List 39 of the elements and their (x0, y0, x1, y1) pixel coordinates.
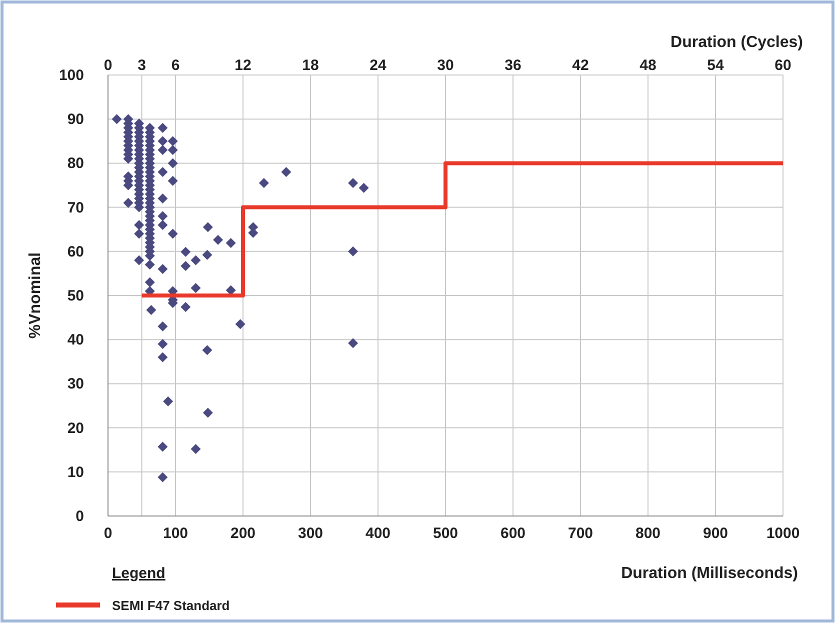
y-tick-label: 100 (58, 67, 84, 84)
y-tick-label: 50 (67, 288, 84, 304)
x-axis-title: Duration (Milliseconds) (621, 565, 798, 582)
x-tick-label: 900 (702, 525, 728, 542)
x-tick-label: 400 (365, 525, 391, 542)
x-tick-label: 800 (635, 525, 661, 542)
x2-tick-label: 0 (104, 57, 112, 74)
legend-title: Legend (112, 565, 166, 582)
x2-tick-label: 36 (504, 57, 522, 74)
x2-tick-label: 3 (138, 57, 146, 74)
x2-tick-label: 54 (707, 57, 724, 74)
x-tick-label: 0 (104, 525, 112, 542)
y-tick-label: 60 (67, 243, 84, 260)
x2-axis-title: Duration (Cycles) (670, 34, 803, 51)
y-axis-title: %Vnominal (27, 252, 44, 339)
legend-label: SEMI F47 Standard (112, 598, 230, 613)
x2-tick-label: 24 (370, 57, 387, 74)
x2-tick-label: 30 (437, 57, 454, 74)
x2-tick-label: 42 (572, 57, 589, 74)
y-tick-label: 30 (67, 376, 84, 393)
y-tick-label: 10 (67, 464, 84, 481)
x-tick-label: 200 (230, 525, 256, 542)
x-tick-label: 300 (298, 525, 324, 542)
x2-tick-label: 60 (774, 57, 792, 74)
x-tick-label: 600 (500, 525, 526, 542)
y-tick-label: 40 (67, 332, 84, 349)
x-tick-label: 100 (162, 525, 188, 542)
x2-tick-label: 12 (234, 57, 252, 74)
y-tick-label: 90 (67, 111, 84, 128)
x2-tick-label: 18 (302, 57, 319, 74)
y-tick-label: 80 (67, 155, 84, 172)
x-tick-label: 500 (432, 525, 458, 542)
y-tick-label: 70 (67, 199, 84, 216)
y-tick-label: 20 (67, 420, 84, 437)
y-tick-label: 0 (76, 508, 84, 525)
x-tick-label: 700 (568, 525, 594, 542)
x-tick-label: 1000 (766, 525, 800, 542)
x2-tick-label: 48 (640, 57, 656, 74)
x2-tick-label: 6 (171, 57, 180, 74)
